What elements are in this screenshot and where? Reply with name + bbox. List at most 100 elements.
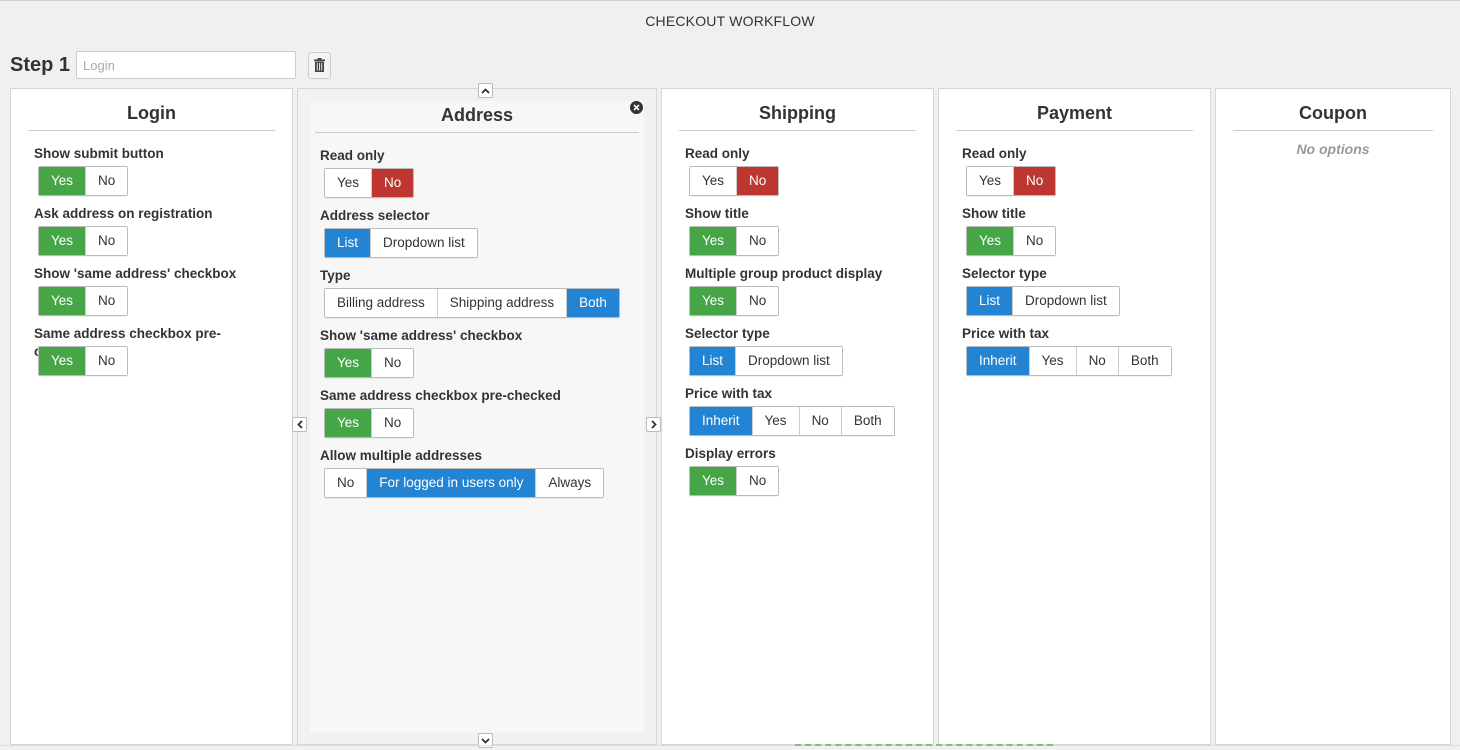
drop-zone-indicator [795,744,1053,746]
option-button-no[interactable]: No [86,347,128,375]
bottom-rule [0,745,1460,746]
option-button-group: Yes No [324,348,415,378]
option-button-no[interactable]: No [737,167,779,195]
delete-step-button[interactable] [308,51,332,79]
column-title: Address [315,101,639,133]
option-button-no[interactable]: No [737,287,779,315]
no-options-text: No options [1296,141,1370,157]
option-button-yes[interactable]: Yes [690,287,738,315]
option-label: Same address checkbox pre-checked [34,326,221,359]
option-label: Show 'same address' checkbox [34,266,237,281]
options-list: Show submit button Yes No Ask address on re… [28,131,275,385]
option-button-inherit[interactable]: Inherit [967,347,1030,375]
option-button-no[interactable]: No [737,227,779,255]
column-address: Address Read only Yes No Address selector Li… [297,88,657,745]
option-button-no[interactable]: No [1076,347,1119,375]
option-button-dropdown-list[interactable]: Dropdown list [1013,287,1119,315]
option-label: Allow multiple addresses [320,448,483,463]
option-button-group: Billing address Shipping address Both [324,288,620,318]
option-button-yes[interactable]: Yes [690,167,738,195]
option-button-billing-address[interactable]: Billing address [325,289,438,317]
option-button-yes[interactable]: Yes [967,167,1015,195]
option-button-yes[interactable]: Yes [752,407,800,435]
option-button-inherit[interactable]: Inherit [690,407,753,435]
option-button-yes[interactable]: Yes [39,167,87,195]
option-label: Display errors [685,446,776,461]
option-button-no[interactable]: No [737,467,779,495]
option-label: Selector type [962,266,1047,281]
option-button-yes[interactable]: Yes [39,287,87,315]
option-button-yes[interactable]: Yes [325,169,373,197]
option-button-yes[interactable]: Yes [967,227,1015,255]
option-button-both[interactable]: Both [1118,347,1171,375]
column-title: Login [28,99,275,131]
move-down-button[interactable] [478,733,493,748]
option-button-group: Yes No [324,408,415,438]
option-button-yes[interactable]: Yes [325,409,373,437]
option-button-no[interactable]: No [86,227,128,255]
option-button-always[interactable]: Always [536,469,604,497]
option-button-shipping-address[interactable]: Shipping address [437,289,568,317]
option-label: Read only [320,148,385,163]
option-label: Address selector [320,208,430,223]
remove-column-button[interactable] [630,101,643,114]
option-button-group: No For logged in users only Always [324,468,605,498]
option-button-group: Yes No [38,226,129,256]
option-label: Show 'same address' checkbox [320,328,523,343]
option-button-no[interactable]: No [1014,227,1056,255]
option-label: Price with tax [962,326,1050,341]
step-label: Step 1 [10,53,71,76]
chevron-right-icon [650,420,657,429]
option-button-both[interactable]: Both [841,407,894,435]
option-button-group: List Dropdown list [689,346,843,376]
option-label: Show submit button [34,146,164,161]
option-button-yes[interactable]: Yes [39,347,87,375]
move-left-button[interactable] [292,417,307,432]
option-label: Same address checkbox pre-checked [320,388,561,403]
option-button-no[interactable]: No [86,167,128,195]
options-list: Read only Yes No Address selector List Dropdo… [310,133,644,507]
option-button-no[interactable]: No [372,349,414,377]
option-button-list[interactable]: List [325,229,372,257]
option-label: Ask address on registration [34,206,213,221]
option-button-no[interactable]: No [1014,167,1056,195]
options-list: Read only Yes No Show title Yes No Multiple gr… [679,131,916,505]
column-login: Login Show submit button Yes No Ask address… [10,88,293,745]
move-up-button[interactable] [478,83,493,98]
step-name-input[interactable] [76,51,297,79]
option-button-group: Yes No [966,226,1057,256]
option-label: Read only [962,146,1027,161]
option-button-dropdown-list[interactable]: Dropdown list [736,347,842,375]
column-payment: Payment Read only Yes No Show title Yes No Sel… [938,88,1211,745]
option-button-yes[interactable]: Yes [690,467,738,495]
option-button-no[interactable]: No [799,407,842,435]
option-button-no[interactable]: No [372,409,414,437]
chevron-down-icon [481,737,490,744]
option-button-no[interactable]: No [372,169,414,197]
column-title: Shipping [679,99,916,131]
option-button-both[interactable]: Both [567,289,619,317]
option-label: Price with tax [685,386,773,401]
trash-icon [314,58,326,72]
option-button-for-logged-in-users-only[interactable]: For logged in users only [367,469,537,497]
chevron-left-icon [296,420,303,429]
option-button-yes[interactable]: Yes [1029,347,1077,375]
option-button-dropdown-list[interactable]: Dropdown list [371,229,477,257]
top-border [0,0,1460,3]
move-right-button[interactable] [646,417,661,432]
option-button-group: Yes No [324,168,415,198]
option-button-group: Inherit Yes No Both [689,406,895,436]
option-button-no[interactable]: No [325,469,368,497]
option-button-yes[interactable]: Yes [39,227,87,255]
option-button-list[interactable]: List [967,287,1014,315]
option-button-yes[interactable]: Yes [690,227,738,255]
option-label: Show title [962,206,1026,221]
option-button-list[interactable]: List [690,347,737,375]
option-button-no[interactable]: No [86,287,128,315]
option-button-group: Yes No [689,466,780,496]
option-button-group: List Dropdown list [324,228,478,258]
option-button-group: Yes No [38,286,129,316]
column-shipping: Shipping Read only Yes No Show title Yes No Mu… [661,88,934,745]
close-icon [633,104,640,111]
option-button-yes[interactable]: Yes [325,349,373,377]
